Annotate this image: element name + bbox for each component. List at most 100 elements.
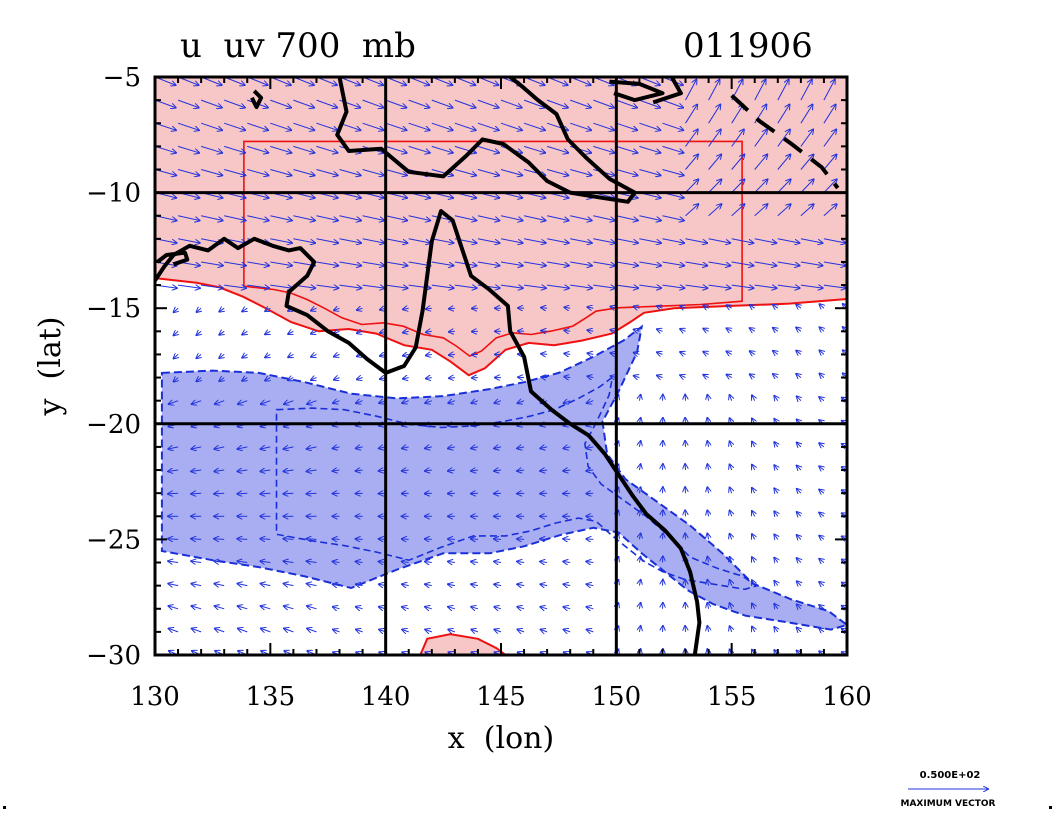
- x-tick-label: 145: [476, 682, 526, 712]
- wind-vector: [727, 305, 732, 308]
- wind-vector: [307, 401, 317, 404]
- wind-vector: [707, 603, 708, 609]
- wind-vector: [477, 238, 500, 243]
- wind-vector: [819, 536, 824, 540]
- coastline: [335, 77, 637, 204]
- wind-vector: [477, 99, 499, 108]
- wind-vector: [385, 238, 408, 243]
- wind-vector: [754, 285, 777, 288]
- wind-vector: [685, 238, 708, 243]
- wind-vector: [197, 378, 202, 382]
- wind-vector: [307, 470, 317, 471]
- wind-vector: [777, 261, 800, 266]
- wind-vector: [639, 285, 661, 288]
- wind-vector: [454, 99, 476, 108]
- wind-vector: [200, 145, 222, 152]
- wind-vector: [731, 261, 754, 266]
- wind-vector: [408, 122, 430, 130]
- wind-vector: [356, 401, 363, 403]
- wind-vector: [797, 628, 801, 632]
- wind-vector: [777, 155, 791, 170]
- wind-vector: [177, 215, 199, 221]
- wind-vector: [425, 607, 432, 609]
- wind-vector: [657, 375, 663, 377]
- wind-vector: [685, 285, 708, 288]
- wind-vector: [219, 331, 224, 335]
- wind-vector: [616, 145, 637, 152]
- wind-vector: [408, 238, 431, 243]
- wind-vector: [265, 378, 270, 381]
- wind-vector: [311, 331, 317, 334]
- wind-vector: [197, 354, 202, 358]
- wind-vector: [639, 626, 640, 632]
- wind-vector: [449, 378, 455, 379]
- wind-vector: [200, 215, 223, 221]
- wind-vector: [846, 262, 847, 263]
- wind-vector: [356, 630, 363, 632]
- wind-vector: [774, 488, 778, 493]
- y-tick-label: −10: [86, 179, 141, 209]
- wind-vector: [754, 238, 777, 243]
- wind-vector: [680, 306, 685, 308]
- wind-vector: [708, 179, 722, 193]
- wind-vector: [191, 470, 202, 471]
- wind-vector: [754, 204, 768, 217]
- wind-vector: [178, 238, 200, 243]
- wind-vector: [517, 607, 525, 609]
- wind-vector: [586, 470, 594, 471]
- wind-vector: [200, 99, 222, 108]
- wind-vector: [494, 539, 502, 540]
- wind-vector: [639, 261, 661, 266]
- wind-vector: [238, 584, 248, 586]
- wind-vector: [570, 99, 591, 108]
- wind-vector: [431, 169, 453, 176]
- wind-vector: [707, 510, 708, 517]
- wind-vector: [333, 401, 340, 403]
- wind-vector: [540, 584, 548, 585]
- wind-vector: [586, 584, 594, 585]
- wind-vector: [847, 55, 857, 77]
- wind-vector: [774, 581, 778, 586]
- wind-vector: [616, 238, 638, 243]
- wind-vector: [730, 534, 732, 540]
- wind-vector: [288, 378, 293, 381]
- wind-vector: [639, 487, 640, 494]
- wind-vector: [800, 155, 814, 170]
- y-tick-labels: −5 −10 −15 −20 −25 −30: [86, 63, 141, 671]
- wind-vector: [774, 535, 778, 540]
- wind-vector: [819, 605, 824, 609]
- wind-vector: [425, 630, 432, 632]
- wind-vector: [284, 629, 294, 632]
- wind-vector: [284, 561, 294, 562]
- wind-vector: [754, 130, 767, 147]
- wind-vector: [546, 145, 568, 152]
- wind-vector: [357, 308, 363, 310]
- wind-vector: [316, 261, 339, 266]
- wind-vector: [616, 169, 637, 176]
- wind-vector: [385, 261, 408, 266]
- wind-vector: [224, 145, 245, 152]
- wind-vector: [168, 447, 179, 449]
- wind-vector: [797, 558, 801, 562]
- wind-vector: [819, 490, 824, 494]
- wind-vector: [796, 328, 801, 332]
- wind-vector: [730, 464, 732, 471]
- wind-vector: [564, 354, 571, 355]
- wind-vector: [593, 145, 614, 152]
- wind-vector: [293, 169, 314, 176]
- wind-vector: [846, 285, 847, 286]
- wind-vector: [540, 470, 548, 471]
- wind-vector: [454, 122, 476, 130]
- wind-vector: [752, 580, 755, 585]
- wind-vector: [730, 626, 732, 633]
- wind-vector: [237, 539, 248, 540]
- wind-vector: [563, 584, 571, 585]
- wind-vector: [357, 378, 363, 380]
- wind-vector: [846, 99, 847, 101]
- wind-vector: [237, 561, 248, 562]
- wind-vector: [731, 285, 754, 288]
- wind-vector: [494, 401, 502, 403]
- wind-vector: [288, 354, 293, 357]
- wind-vector: [494, 562, 502, 563]
- wind-vector: [362, 261, 385, 266]
